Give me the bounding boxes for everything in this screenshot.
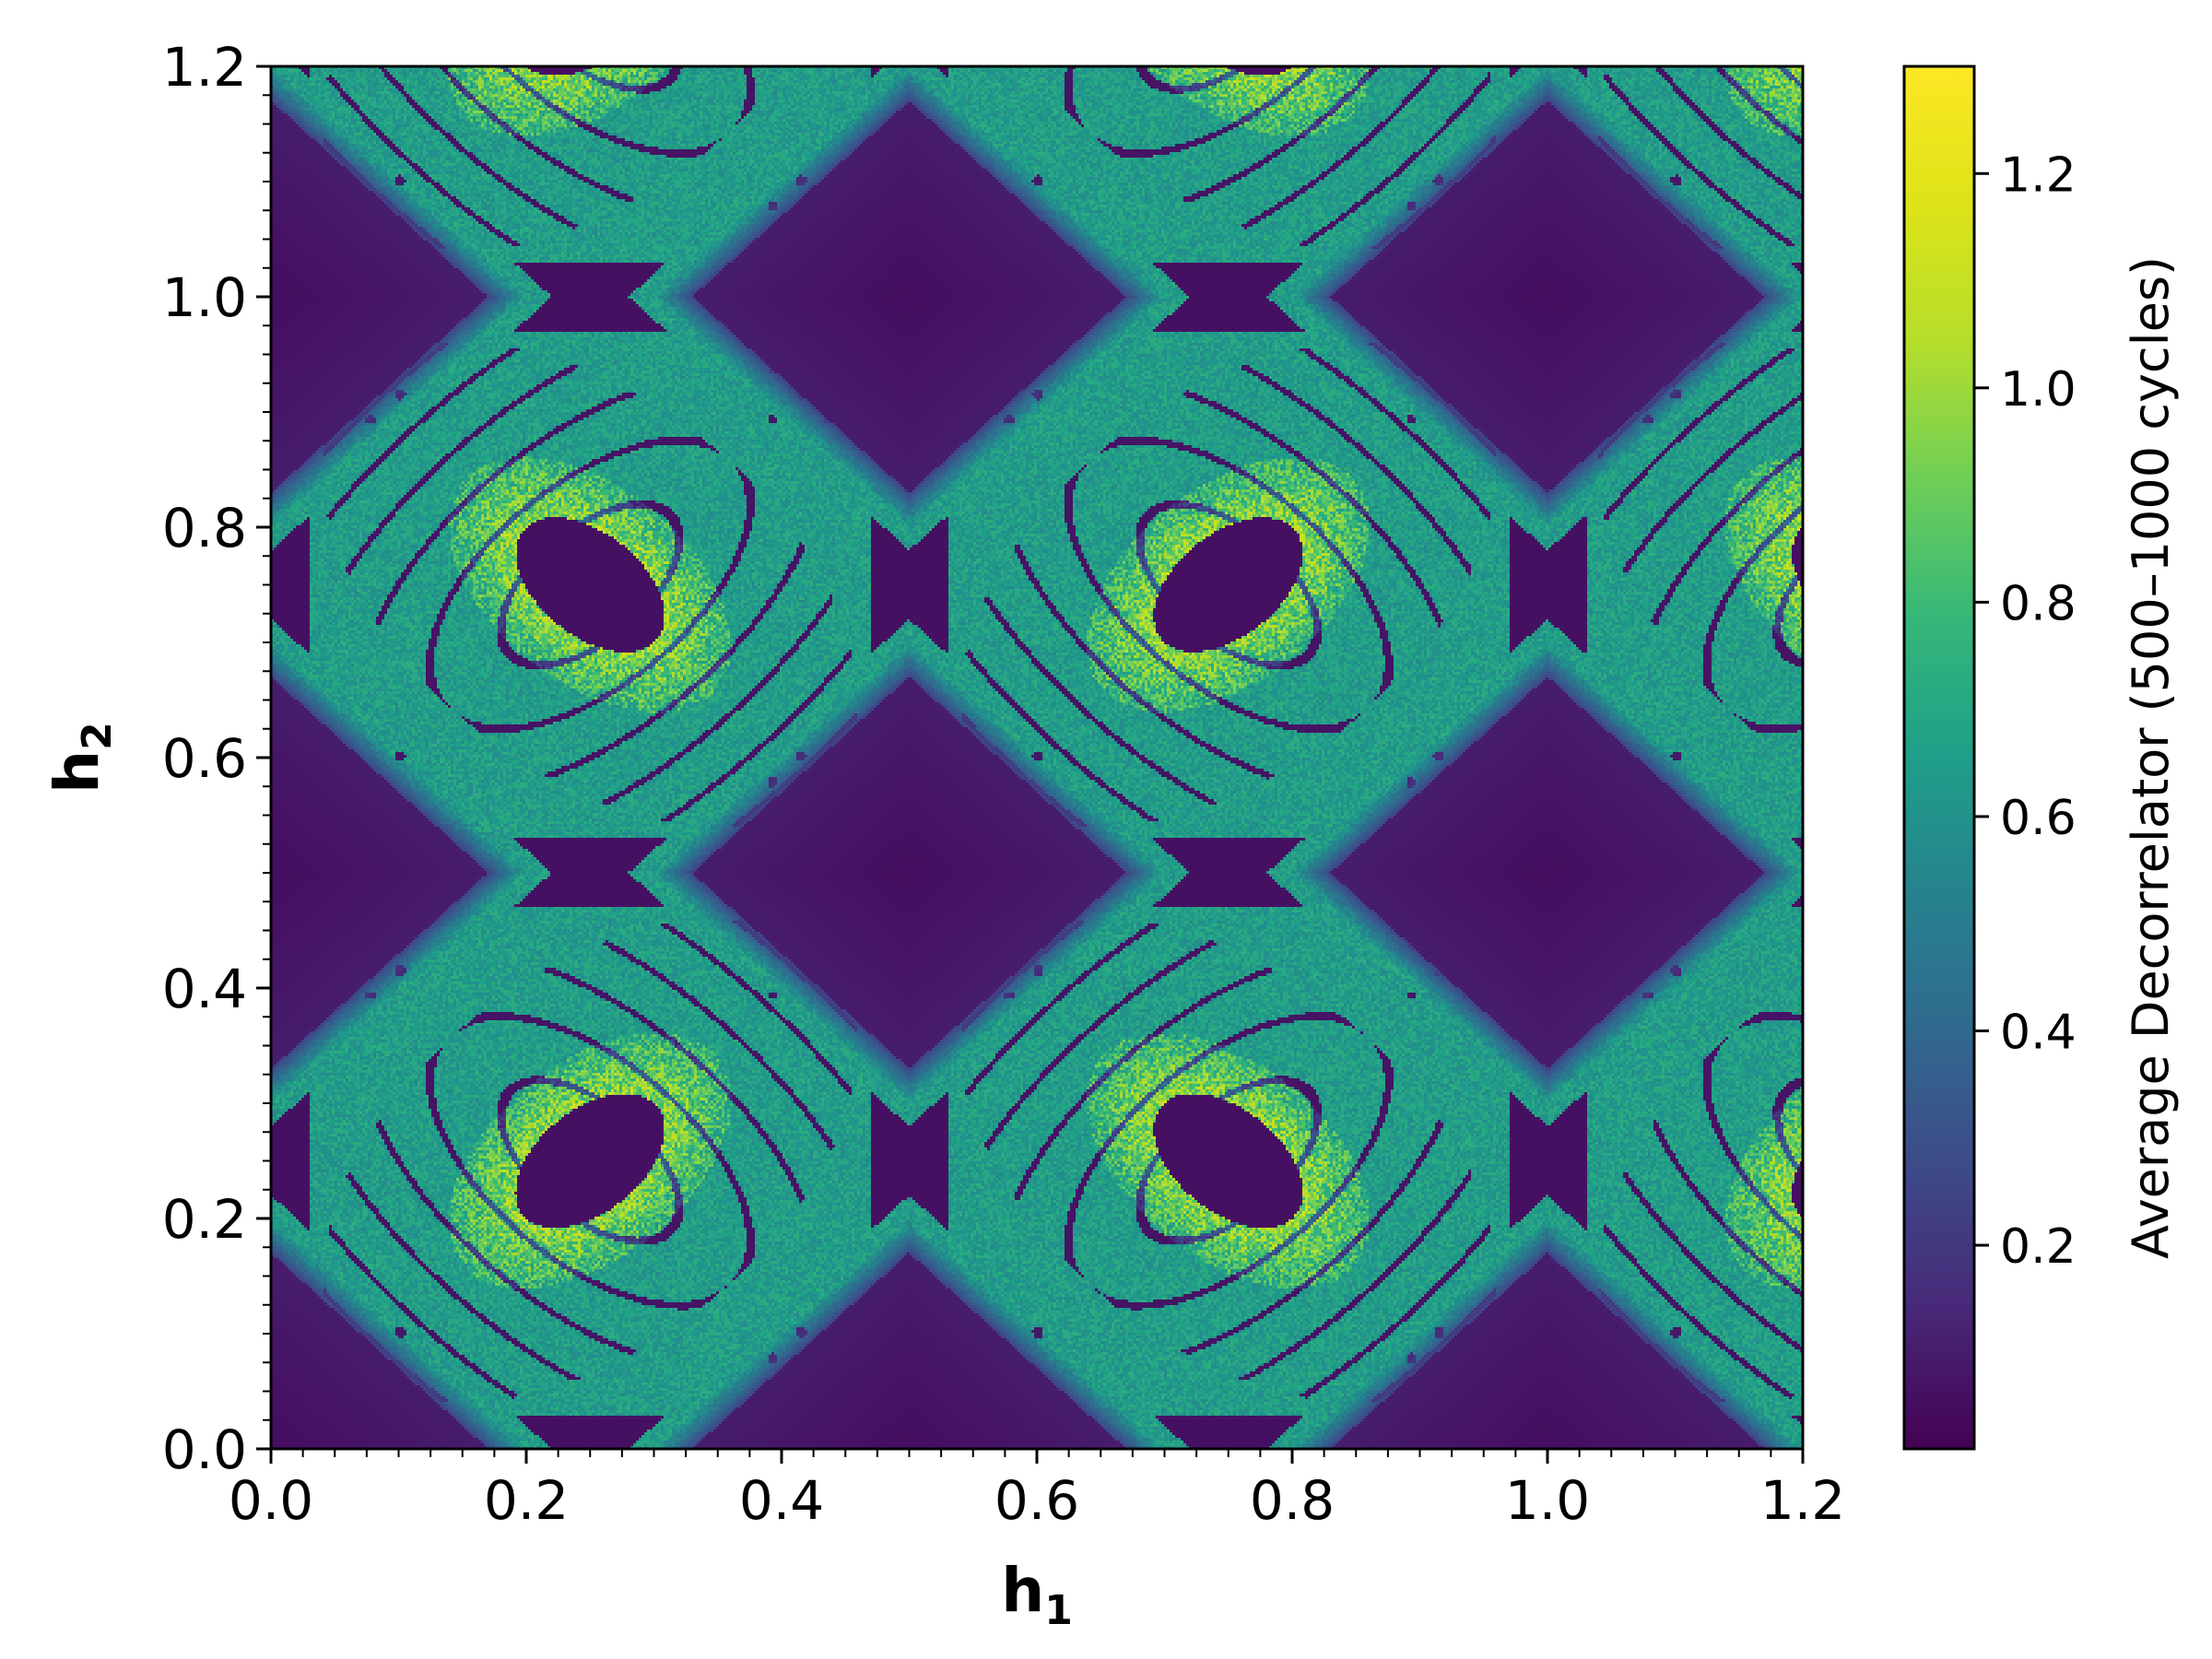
x-tick-label: 0.4: [739, 1469, 824, 1532]
colorbar-tick-label: 0.4: [2000, 1006, 2077, 1061]
y-tick-label: 1.2: [162, 36, 247, 99]
colorbar-label: Average Decorrelator (500–1000 cycles): [2122, 256, 2180, 1259]
y-axis-label: h2: [41, 722, 121, 794]
x-axis: 0.0 0.2 0.4 0.6 0.8 1.0 1.2: [229, 1449, 1845, 1532]
colorbar-tick-label: 0.8: [2000, 576, 2077, 631]
colorbar-tick-label: 1.0: [2000, 362, 2077, 418]
x-tick-label: 0.8: [1250, 1469, 1335, 1532]
y-tick-label: 0.6: [162, 727, 247, 790]
y-tick-label: 0.0: [162, 1418, 247, 1481]
colorbar-tick-label: 0.2: [2000, 1219, 2077, 1275]
colorbar-tick-label: 1.2: [2000, 147, 2077, 203]
colorbar: [1902, 65, 1976, 1451]
x-tick-label: 1.0: [1505, 1469, 1590, 1532]
x-tick-label: 0.0: [229, 1469, 313, 1532]
colorbar-axis: 0.2 0.4 0.6 0.8 1.0 1.2: [1974, 147, 2077, 1275]
colorbar-tick-label: 0.6: [2000, 791, 2077, 846]
y-axis: 0.0 0.2 0.4 0.6 0.8 1.0 1.2: [162, 36, 271, 1481]
y-tick-label: 0.8: [162, 497, 247, 559]
x-tick-label: 1.2: [1760, 1469, 1845, 1532]
x-tick-label: 0.6: [994, 1469, 1079, 1532]
y-tick-label: 1.0: [162, 266, 247, 329]
heatmap-image: [271, 66, 1803, 1449]
y-tick-label: 0.2: [162, 1188, 247, 1251]
x-tick-label: 0.2: [484, 1469, 569, 1532]
x-axis-label: h1: [1001, 1555, 1073, 1634]
y-tick-label: 0.4: [162, 958, 247, 1020]
